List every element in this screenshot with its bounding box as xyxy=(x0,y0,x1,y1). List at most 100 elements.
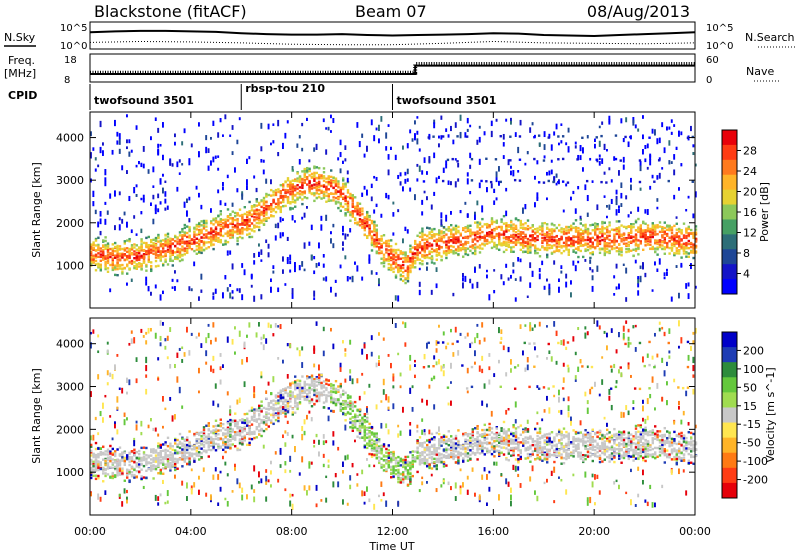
echo-cell xyxy=(265,192,268,196)
echo-cell xyxy=(663,226,666,230)
echo-cell xyxy=(226,444,230,447)
scatter-cell xyxy=(454,122,457,128)
echo-cell xyxy=(344,185,347,188)
echo-cell xyxy=(212,446,215,449)
echo-cell xyxy=(121,458,124,461)
echo-cell xyxy=(663,252,666,255)
scatter-cell xyxy=(126,139,128,144)
echo-cell xyxy=(296,177,299,180)
scatter-cell xyxy=(615,286,618,290)
scatter-cell xyxy=(561,180,565,183)
echo-cell xyxy=(344,208,347,211)
echo-cell xyxy=(562,241,566,245)
echo-cell xyxy=(411,246,414,249)
echo-cell xyxy=(483,244,486,247)
echo-cell xyxy=(313,166,316,170)
y-tick-label: 3000 xyxy=(56,174,84,187)
scatter-cell xyxy=(330,114,332,119)
scatter-cell xyxy=(313,270,316,275)
echo-cell xyxy=(517,218,520,222)
echo-cell xyxy=(106,473,110,476)
scatter-cell xyxy=(126,170,128,174)
echo-cell xyxy=(596,237,599,240)
scatter-cell xyxy=(212,295,215,300)
scatter-cell xyxy=(147,327,150,334)
echo-cell xyxy=(166,235,170,238)
scatter-cell xyxy=(440,135,443,140)
scatter-cell xyxy=(291,215,294,221)
echo-cell xyxy=(164,240,167,243)
echo-cell xyxy=(634,219,638,222)
echo-cell xyxy=(651,231,654,235)
scatter-cell xyxy=(373,209,376,214)
scatter-cell xyxy=(342,232,344,236)
echo-cell xyxy=(574,219,578,222)
echo-cell xyxy=(258,201,261,205)
echo-cell xyxy=(510,241,513,244)
echo-cell xyxy=(195,237,198,240)
scatter-cell xyxy=(99,210,102,217)
scatter-cell xyxy=(542,159,546,162)
scatter-cell xyxy=(440,212,443,219)
echo-cell xyxy=(476,230,479,233)
echo-cell xyxy=(291,190,294,193)
echo-cell xyxy=(450,228,453,231)
echo-cell xyxy=(193,233,196,236)
echo-cell xyxy=(505,230,508,233)
echo-cell xyxy=(234,422,237,425)
scatter-cell xyxy=(121,218,124,224)
echo-cell xyxy=(632,248,635,251)
echo-cell xyxy=(92,455,95,459)
echo-cell xyxy=(546,226,549,229)
scatter-cell xyxy=(478,125,481,129)
echo-cell xyxy=(577,255,580,259)
echo-cell xyxy=(421,235,424,239)
echo-cell xyxy=(574,229,578,232)
echo-cell xyxy=(176,461,179,464)
echo-cell xyxy=(380,237,383,241)
scatter-cell xyxy=(457,162,460,168)
scatter-cell xyxy=(615,189,618,195)
scatter-cell xyxy=(270,179,272,185)
echo-cell xyxy=(637,230,640,233)
scatter-cell xyxy=(510,117,512,123)
echo-cell xyxy=(198,238,201,242)
echo-cell xyxy=(394,263,398,266)
echo-cell xyxy=(162,247,165,250)
echo-cell xyxy=(318,181,321,185)
echo-cell xyxy=(301,184,304,187)
echo-cell xyxy=(174,451,177,455)
echo-cell xyxy=(476,225,479,229)
scatter-cell xyxy=(118,224,121,231)
echo-cell xyxy=(207,428,210,431)
echo-cell xyxy=(92,254,95,257)
scatter-cell xyxy=(537,134,541,137)
scatter-cell xyxy=(644,209,647,214)
echo-cell xyxy=(666,242,669,245)
echo-cell xyxy=(97,477,100,480)
echo-cell xyxy=(373,224,376,227)
echo-cell xyxy=(145,236,148,240)
echo-cell xyxy=(536,235,539,238)
echo-cell xyxy=(298,178,302,181)
echo-cell xyxy=(183,438,186,441)
scatter-cell xyxy=(490,183,493,189)
scatter-cell xyxy=(231,202,234,207)
echo-cell xyxy=(133,453,136,457)
echo-cell xyxy=(322,179,326,182)
scatter-cell xyxy=(555,173,558,178)
echo-cell xyxy=(670,238,674,241)
echo-cell xyxy=(284,190,287,194)
echo-cell xyxy=(536,230,539,233)
echo-cell xyxy=(214,428,218,431)
echo-cell xyxy=(397,266,400,270)
echo-cell xyxy=(478,236,482,239)
echo-cell xyxy=(202,428,206,432)
scatter-cell xyxy=(577,185,580,190)
echo-cell xyxy=(123,457,126,460)
echo-cell xyxy=(330,179,333,182)
scatter-cell xyxy=(452,139,455,145)
echo-cell xyxy=(522,223,525,226)
scatter-cell xyxy=(116,140,119,145)
echo-cell xyxy=(380,243,383,246)
